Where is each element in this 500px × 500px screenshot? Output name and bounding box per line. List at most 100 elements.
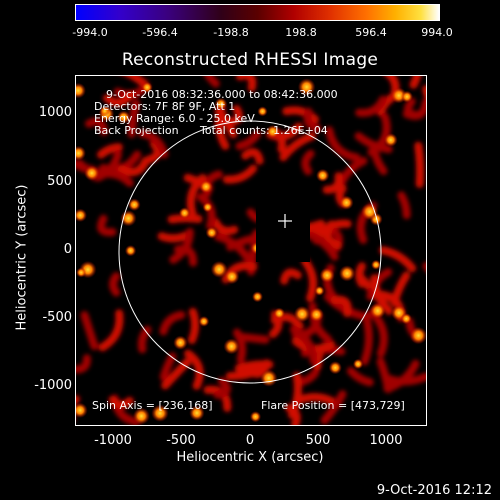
spin-axis-label: Spin Axis = [236,168] [92,399,213,412]
ripple-stroke [214,232,252,262]
colorbar-tick: -994.0 [72,26,108,39]
ripple-stroke [279,132,316,162]
bright-spot [76,208,87,222]
ripple-stroke [97,143,123,159]
bright-spot [205,226,218,239]
bright-spot [369,302,386,319]
ripple-stroke [103,90,135,107]
x-tick-label: -500 [166,433,196,448]
ripple-stroke [306,231,339,261]
y-tick-label: -1000 [34,378,72,393]
ripple-stroke [241,148,264,165]
bright-spot [314,285,325,296]
bright-spot [249,411,262,423]
ripple-stroke [159,352,177,381]
ripple-stroke [324,292,366,320]
ripple-stroke [323,220,343,250]
x-axis-label: Heliocentric X (arcsec) [176,450,324,465]
bright-spot [266,124,280,139]
bright-spot [178,207,191,219]
bright-spot [224,269,240,285]
plot-title: Reconstructed RHESSI Image [121,50,379,70]
ripple-stroke [360,318,373,366]
ripple-stroke [225,105,243,126]
bright-spot [309,307,324,322]
x-tick-label: 500 [305,433,331,448]
energy-range-label: Energy Range: 6.0 - 25.0 keV [94,112,255,125]
ripple-stroke [289,325,318,365]
ripple-stroke [235,130,262,151]
ripple-stroke [213,377,231,399]
ripple-stroke [376,357,393,394]
ripple-stroke [215,104,230,150]
ripple-stroke [184,349,204,390]
bright-spot [76,267,87,278]
bright-spot [132,407,150,425]
colorbar-tick: 994.0 [421,26,453,39]
ripple-stroke [301,257,318,303]
bright-spot [257,106,268,117]
ripple-stroke [85,117,108,136]
bright-spot [316,168,330,183]
solar-limb-circle [118,120,382,384]
ripple-stroke [97,214,117,237]
central-dark-region [256,202,310,262]
bright-spot [210,260,228,278]
colorbar-tick: -596.4 [142,26,178,39]
ripple-stroke [161,358,191,390]
bright-spot [120,210,137,227]
ripple-stroke [282,106,320,124]
ripple-stroke [187,307,200,344]
bright-spot [361,203,379,221]
ripple-stroke [157,231,191,243]
colorbar-tick: 596.4 [355,26,387,39]
time-range-label: 9-Oct-2016 08:32:36.000 to 08:42:36.000 [106,88,338,101]
ripple-stroke [379,246,417,273]
y-tick-label: -500 [42,310,72,325]
x-tick-label: 1000 [369,433,403,448]
bright-spot [189,405,205,421]
bright-spot [400,313,412,325]
ripple-stroke [138,129,169,159]
bright-spot [352,358,364,370]
ripple-stroke [325,126,361,162]
ripple-stroke [301,149,315,176]
bright-spot [401,90,413,103]
crosshair-marker [278,214,292,228]
bright-spot [319,267,335,283]
bright-spot [328,361,342,375]
ripple-stroke [127,99,140,138]
ripple-stroke [211,218,239,236]
detectors-label: Detectors: 7F 8F 9F, Att 1 [94,100,236,113]
ripple-stroke [403,97,422,120]
ripple-stroke [137,325,152,354]
ripple-stroke [390,271,411,307]
ripple-stroke [144,139,162,164]
ripple-stroke [346,367,374,387]
ripple-stroke [397,191,411,220]
bright-spot [338,265,356,282]
y-tick-label: 1000 [38,105,72,120]
bright-spot [252,291,263,303]
bright-spot [214,97,228,111]
flare-position-label: Flare Position = [473,729] [261,399,405,412]
y-axis-label: Heliocentric Y (arcsec) [14,184,30,331]
ripple-stroke [204,76,220,88]
bright-spot [76,145,86,161]
y-tick-label: 0 [63,242,72,257]
bright-spot [76,402,88,418]
generation-date: 9-Oct-2016 12:12 [376,483,492,498]
ripple-stroke [370,274,394,315]
y-tick-label: 500 [47,174,72,189]
ripple-stroke [422,262,426,272]
ripple-stroke [124,76,149,89]
ripple-stroke [237,333,270,344]
total-counts-label: Total counts: 1.26E+04 [200,124,328,137]
bright-spot [198,316,210,327]
ripple-stroke [330,295,352,318]
ripple-stroke [222,164,258,184]
colorbar-tick: -198.8 [213,26,249,39]
method-label: Back Projection [94,124,179,137]
bright-spot [128,198,141,211]
ripple-stroke [270,313,304,330]
